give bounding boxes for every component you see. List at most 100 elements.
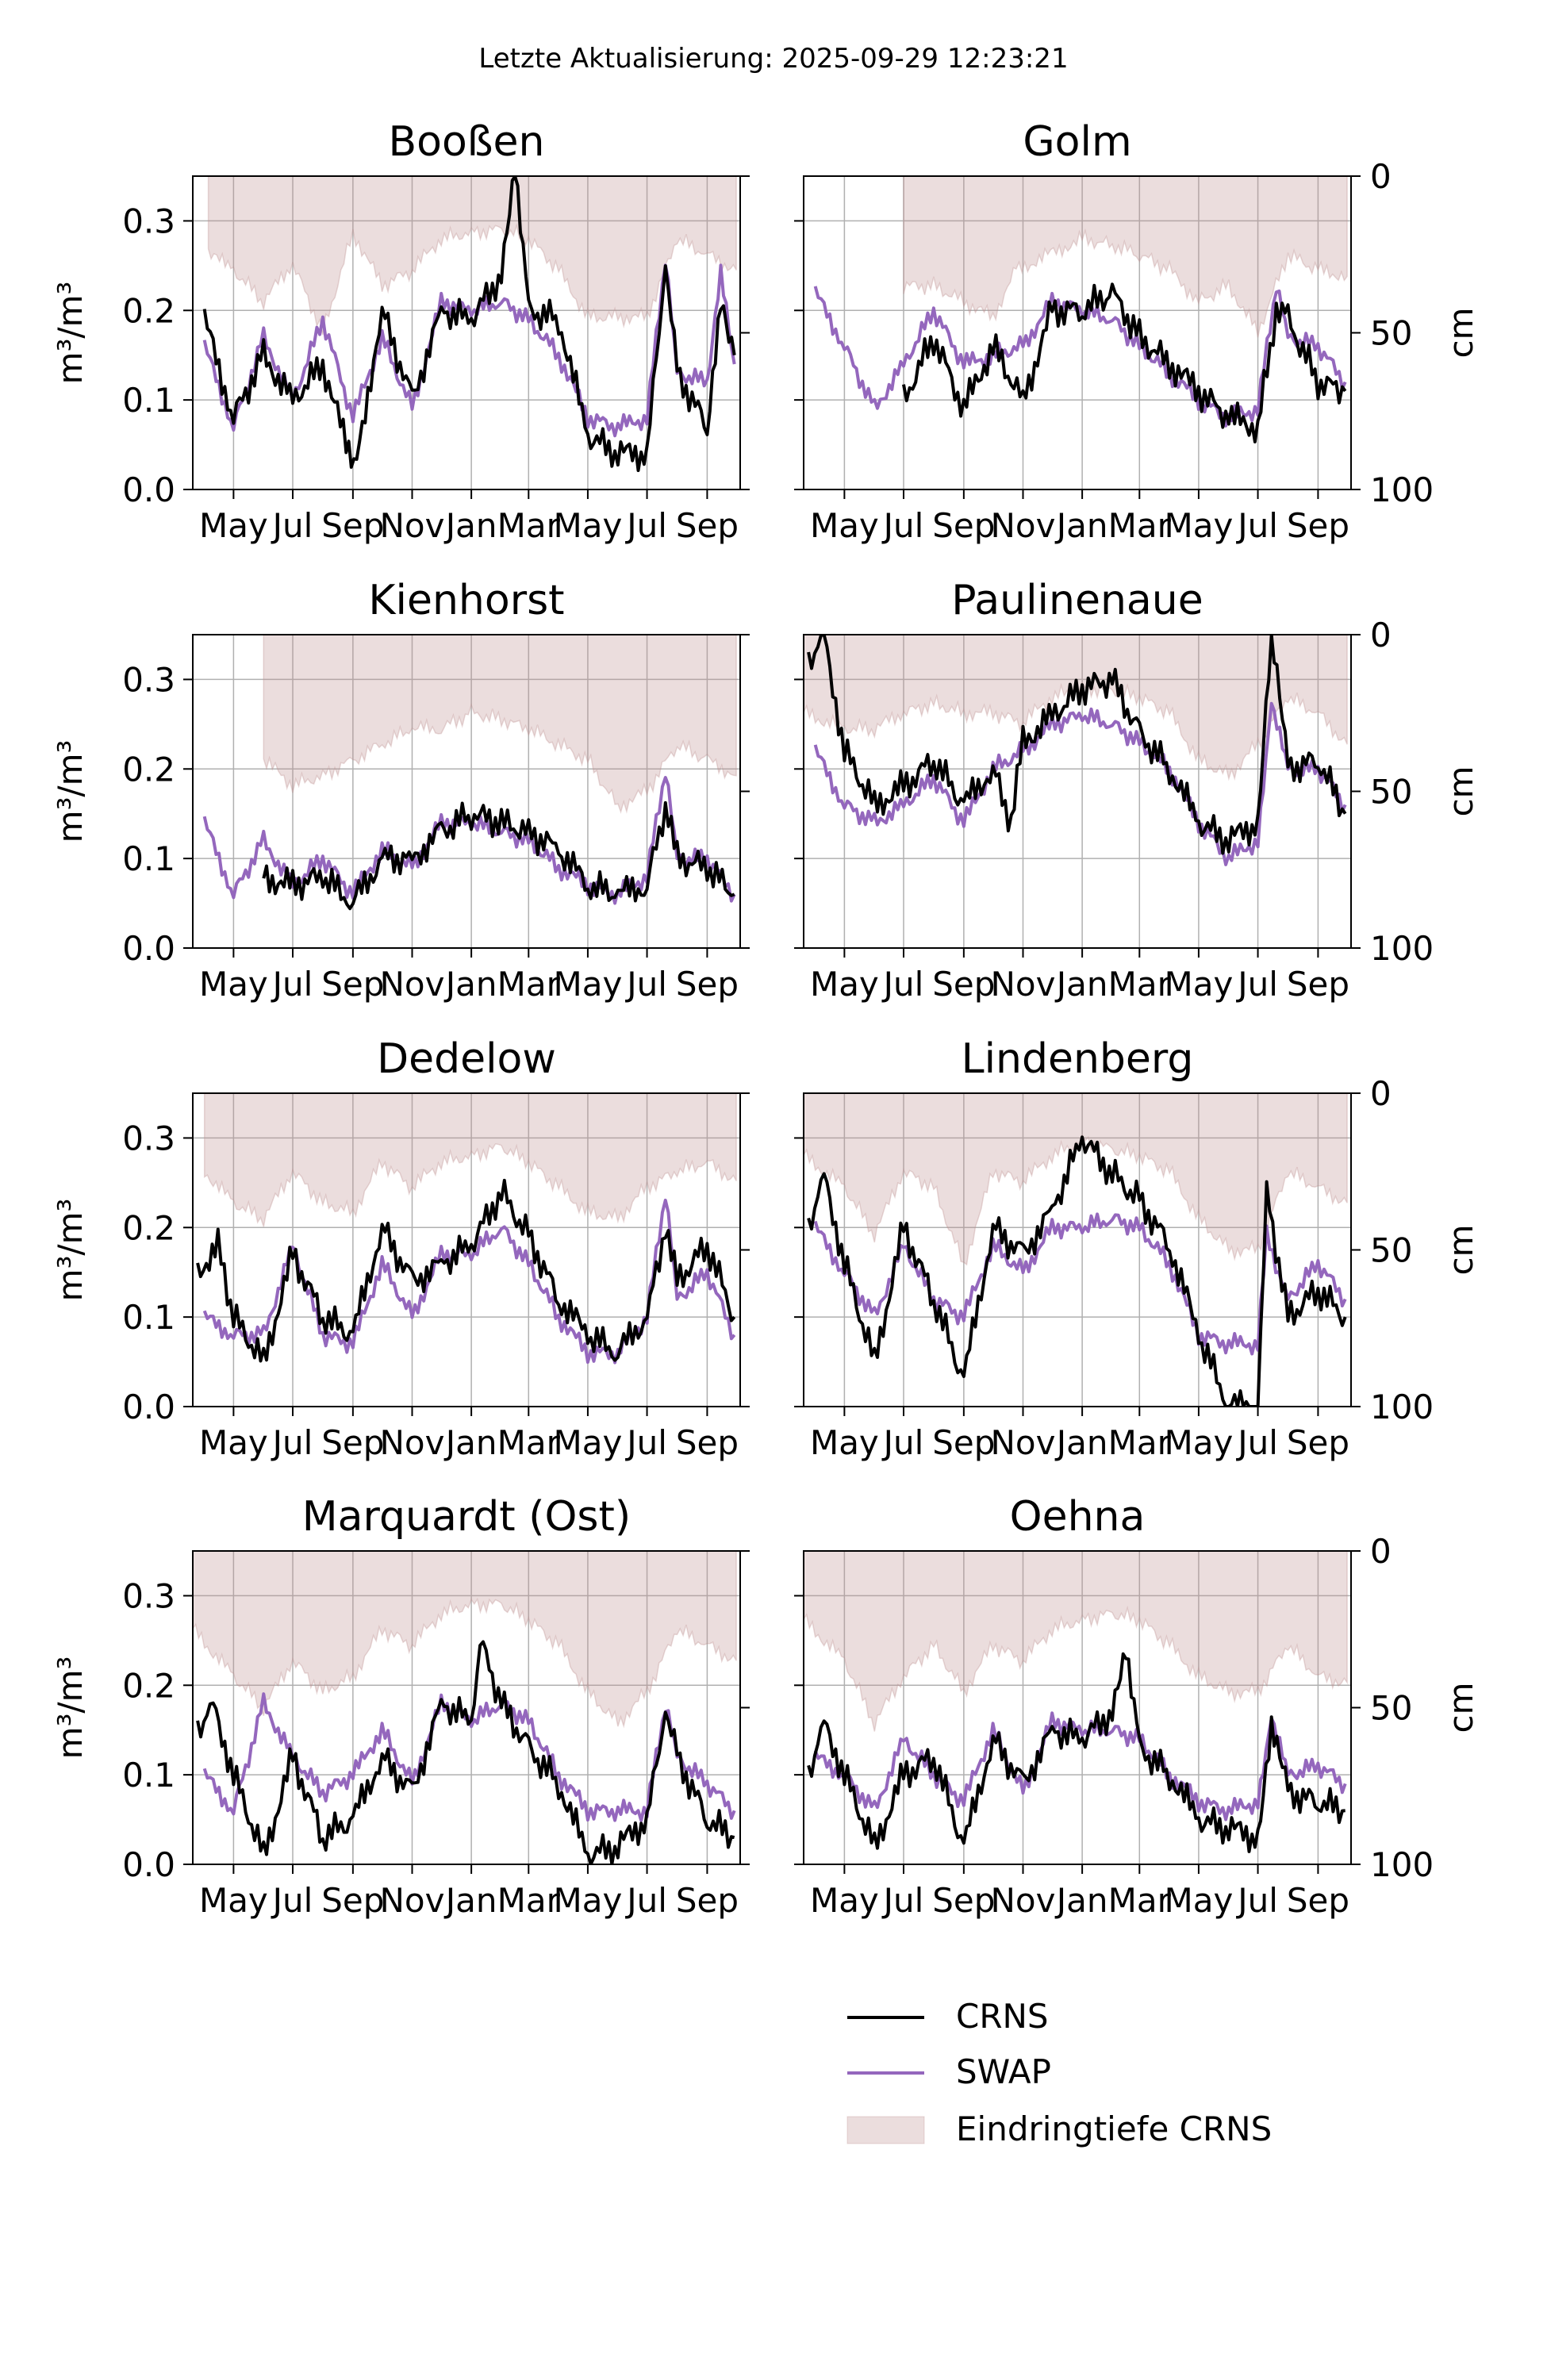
x-tick-label: May bbox=[1165, 965, 1234, 1004]
x-tick-label: Jul bbox=[624, 1881, 667, 1920]
y2-tick-label: 0 bbox=[1370, 157, 1392, 196]
depth-band bbox=[804, 1551, 1348, 1732]
x-tick-label: Sep bbox=[676, 1881, 739, 1920]
panel-title: Oehna bbox=[1010, 1493, 1146, 1541]
y-tick-label: 0.2 bbox=[122, 1208, 175, 1247]
x-tick-label: Mar bbox=[497, 1881, 561, 1920]
depth-band bbox=[263, 635, 737, 814]
swap-line bbox=[813, 1711, 1347, 1821]
y-axis-label: m³/m³ bbox=[51, 1199, 90, 1302]
x-tick-label: Jul bbox=[271, 1423, 313, 1462]
x-tick-label: May bbox=[810, 1423, 879, 1462]
x-tick-label: Nov bbox=[379, 506, 444, 545]
x-tick-label: Jul bbox=[1235, 1881, 1278, 1920]
x-tick-label: Mar bbox=[1108, 1881, 1172, 1920]
x-tick-label: May bbox=[1165, 1881, 1234, 1920]
crns-line bbox=[807, 635, 1347, 855]
x-tick-label: Sep bbox=[932, 965, 995, 1004]
x-tick-label: Mar bbox=[497, 506, 561, 545]
depth-band bbox=[207, 176, 737, 336]
x-tick-label: Jul bbox=[1235, 1423, 1278, 1462]
y2-tick-label: 0 bbox=[1370, 1532, 1392, 1571]
x-tick-label: Jul bbox=[624, 965, 667, 1004]
x-tick-label: Jul bbox=[881, 965, 924, 1004]
y2-axis-label: cm bbox=[1441, 1224, 1480, 1275]
x-tick-label: Jan bbox=[1054, 506, 1108, 545]
y2-tick-label: 0 bbox=[1370, 1074, 1392, 1113]
y2-tick-label: 50 bbox=[1370, 1231, 1412, 1270]
x-tick-label: May bbox=[554, 1881, 623, 1920]
x-tick-label: Mar bbox=[1108, 506, 1172, 545]
crns-line bbox=[807, 1135, 1347, 1407]
x-tick-label: May bbox=[1165, 1423, 1234, 1462]
x-tick-label: Nov bbox=[990, 1881, 1055, 1920]
x-tick-label: Jul bbox=[1235, 965, 1278, 1004]
x-tick-label: Jan bbox=[1054, 1881, 1108, 1920]
panel-title: Golm bbox=[1023, 118, 1131, 166]
panel-title: Booßen bbox=[388, 118, 544, 166]
crns-line bbox=[196, 1640, 735, 1864]
y-tick-label: 0.0 bbox=[122, 929, 175, 968]
x-tick-label: Jul bbox=[271, 1881, 313, 1920]
x-tick-label: Mar bbox=[1108, 1423, 1172, 1462]
y2-tick-label: 50 bbox=[1370, 773, 1412, 812]
x-tick-label: Mar bbox=[497, 965, 561, 1004]
x-tick-label: May bbox=[554, 1423, 623, 1462]
swap-line bbox=[202, 1692, 736, 1822]
x-tick-label: May bbox=[554, 506, 623, 545]
y-tick-label: 0.0 bbox=[122, 1845, 175, 1884]
x-tick-label: Jul bbox=[1235, 506, 1278, 545]
x-tick-label: Jan bbox=[1054, 1423, 1108, 1462]
x-tick-label: Nov bbox=[990, 506, 1055, 545]
x-tick-label: Jul bbox=[881, 1881, 924, 1920]
y2-axis-label: cm bbox=[1441, 766, 1480, 816]
x-tick-label: May bbox=[810, 506, 879, 545]
depth-band bbox=[903, 176, 1348, 338]
y2-axis-label: cm bbox=[1441, 1682, 1480, 1733]
x-tick-label: May bbox=[554, 965, 623, 1004]
x-tick-label: Mar bbox=[497, 1423, 561, 1462]
panel-title: Lindenberg bbox=[962, 1035, 1194, 1083]
x-tick-label: Sep bbox=[932, 1423, 995, 1462]
depth-band bbox=[193, 1551, 737, 1729]
x-tick-label: Sep bbox=[321, 506, 384, 545]
x-tick-label: Nov bbox=[990, 1423, 1055, 1462]
panel-title: Dedelow bbox=[377, 1035, 556, 1083]
swap-line bbox=[813, 701, 1347, 866]
y-axis-label: m³/m³ bbox=[51, 282, 90, 385]
legend-crns-label: CRNS bbox=[956, 1997, 1049, 2036]
crns-line bbox=[902, 282, 1347, 443]
x-tick-label: Nov bbox=[379, 1423, 444, 1462]
y-tick-label: 0.0 bbox=[122, 1388, 175, 1426]
x-tick-label: Sep bbox=[1287, 965, 1349, 1004]
x-tick-label: Nov bbox=[379, 1881, 444, 1920]
x-tick-label: Sep bbox=[321, 1881, 384, 1920]
x-tick-label: May bbox=[199, 506, 268, 545]
x-tick-label: May bbox=[810, 965, 879, 1004]
x-tick-label: Sep bbox=[1287, 1423, 1349, 1462]
x-tick-label: Nov bbox=[990, 965, 1055, 1004]
x-tick-label: Jul bbox=[624, 1423, 667, 1462]
swap-line bbox=[813, 286, 1347, 428]
y-tick-label: 0.2 bbox=[122, 750, 175, 789]
y2-tick-label: 100 bbox=[1370, 1845, 1434, 1884]
x-tick-label: Jan bbox=[443, 965, 497, 1004]
y-tick-label: 0.1 bbox=[122, 381, 175, 420]
y-tick-label: 0.3 bbox=[122, 202, 175, 240]
legend: CRNS SWAP Eindringtiefe CRNS bbox=[846, 1997, 1272, 2148]
x-tick-label: Sep bbox=[321, 965, 384, 1004]
x-tick-label: Sep bbox=[676, 965, 739, 1004]
legend-swap-label: SWAP bbox=[956, 2052, 1051, 2091]
x-tick-label: Sep bbox=[932, 506, 995, 545]
crns-line bbox=[196, 1178, 736, 1363]
y2-axis-label: cm bbox=[1441, 307, 1480, 358]
x-tick-label: Jul bbox=[881, 1423, 924, 1462]
x-tick-label: Sep bbox=[932, 1881, 995, 1920]
